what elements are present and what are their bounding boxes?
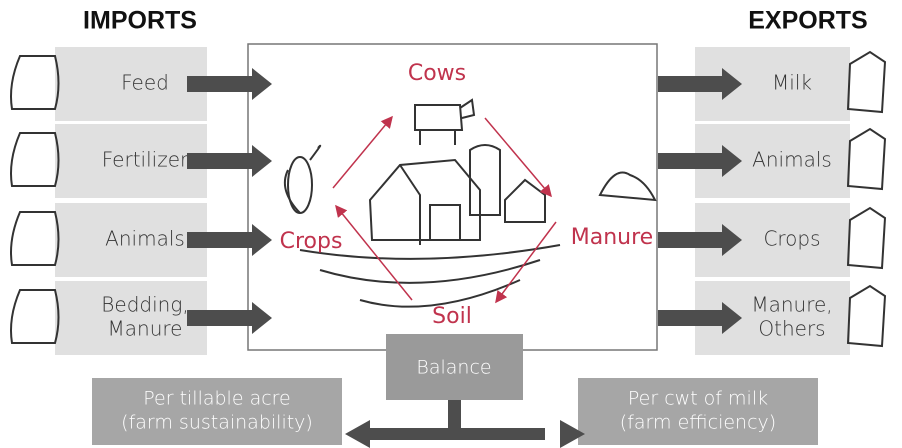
cycle-manure: Manure [571,225,653,250]
exports-header: EXPORTS [748,7,867,35]
export-label: Manure, [751,293,832,317]
import-icon [11,56,59,109]
left-label: (farm sustainability) [121,412,313,434]
import-label: Fertilizer [102,148,189,172]
import-icon [11,133,59,186]
balance-label: Balance [416,357,491,379]
export-icon [848,208,885,268]
diagram: IMPORTS EXPORTS Cows Crops Manure Soil B… [0,0,902,448]
left-label: Per tillable acre [143,388,291,410]
right-label: (farm efficiency) [620,412,776,434]
export-label: Milk [772,71,812,95]
export-icon [848,129,885,189]
export-icon [848,52,885,112]
export-label: Others [758,317,825,341]
right-label: Per cwt of milk [628,388,768,410]
export-label: Crops [763,227,820,251]
import-label: Bedding, [101,293,188,317]
export-icon [848,286,885,346]
balance-arrow [345,400,585,448]
import-icon [11,212,59,265]
import-label: Animals [105,227,185,251]
imports-header: IMPORTS [83,7,197,35]
import-icon [11,290,59,343]
export-label: Animals [752,148,832,172]
import-label: Feed [121,71,169,95]
cycle-crops: Crops [280,229,343,254]
import-label: Manure [108,317,183,341]
cycle-cows: Cows [408,61,466,86]
cycle-soil: Soil [432,304,472,329]
